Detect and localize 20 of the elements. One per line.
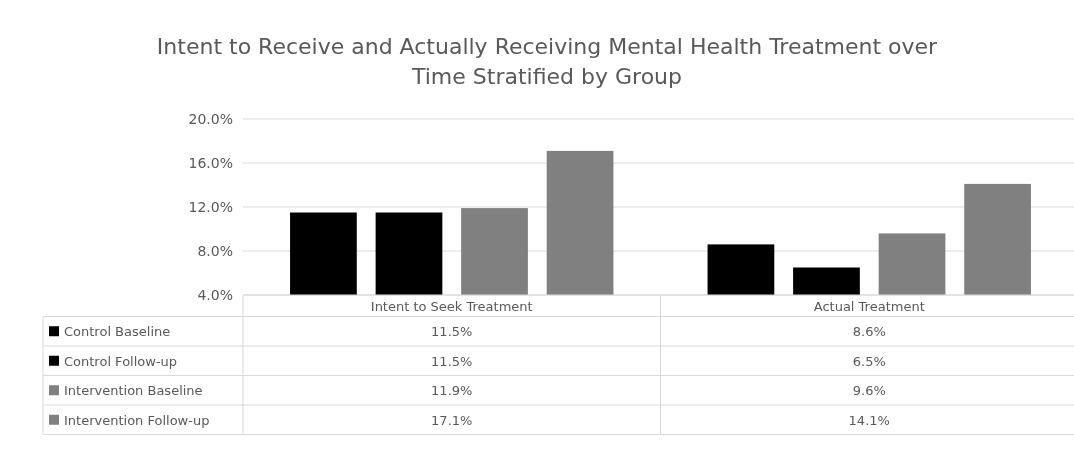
legend-label: Control Follow-up bbox=[64, 353, 178, 369]
y-tick-label: 12.0% bbox=[188, 199, 233, 215]
x-tick-label: Actual Treatment bbox=[813, 299, 925, 314]
data-label: 14.1% bbox=[848, 412, 890, 428]
data-label: 6.5% bbox=[852, 353, 886, 369]
y-tick-label: 20.0% bbox=[188, 111, 233, 127]
data-label: 11.5% bbox=[431, 353, 473, 369]
data-label: 11.5% bbox=[431, 324, 473, 340]
x-tick-label: Intent to Seek Treatment bbox=[370, 299, 533, 314]
legend-label: Intervention Follow-up bbox=[64, 412, 210, 428]
y-tick-label: 8.0% bbox=[197, 243, 233, 259]
data-label: 11.9% bbox=[431, 383, 473, 399]
y-tick-label: 16.0% bbox=[188, 155, 233, 171]
data-label: 8.6% bbox=[852, 324, 886, 340]
legend-label: Control Baseline bbox=[64, 324, 171, 340]
y-tick-label: 4.0% bbox=[197, 287, 233, 303]
legend-label: Intervention Baseline bbox=[64, 383, 203, 399]
chart-title: Intent to Receive and Actually Receiving Mental Health Treatment over Time Stratified by Group bbox=[156, 34, 939, 89]
data-label: 9.6% bbox=[852, 383, 886, 399]
data-label: 17.1% bbox=[431, 412, 473, 428]
